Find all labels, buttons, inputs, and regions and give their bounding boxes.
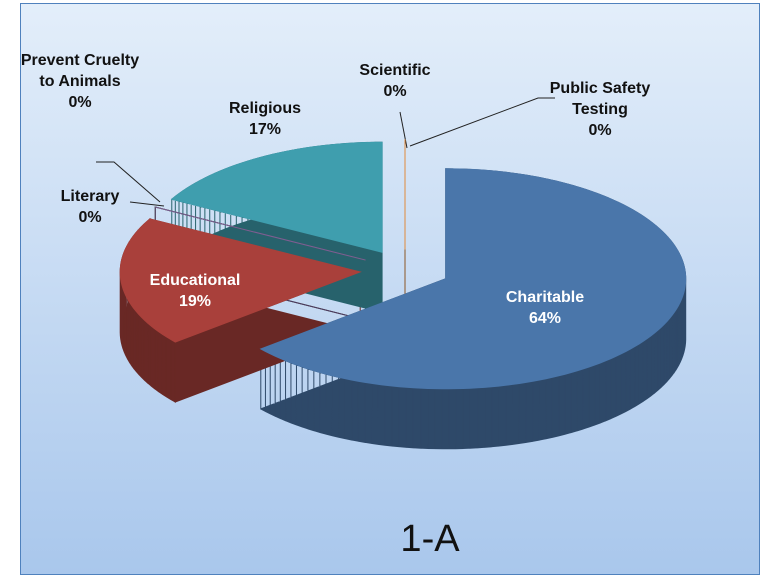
- leader-line: [409, 97, 555, 147]
- value-label: 64%: [528, 310, 562, 327]
- value-label: 0%: [68, 94, 92, 111]
- value-label: 17%: [248, 121, 282, 138]
- value-label: 0%: [588, 122, 612, 139]
- category-label: Literary: [60, 188, 120, 205]
- category-label: Religious: [228, 100, 301, 117]
- pie-slice: [155, 206, 366, 261]
- value-label: 0%: [78, 209, 102, 226]
- slice-label: Charitable 64%: [475, 287, 615, 329]
- category-label: Public Safety Testing: [549, 80, 651, 118]
- slice-label: Religious 17%: [205, 98, 325, 140]
- category-label: Charitable: [505, 289, 585, 306]
- leader-line: [96, 161, 161, 203]
- slice-label: Scientific 0%: [335, 60, 455, 102]
- leader-line: [399, 111, 408, 149]
- leader-line: [129, 201, 165, 207]
- pie-slice: [170, 141, 383, 253]
- slice-label: Prevent Cruelty to Animals 0%: [20, 50, 140, 113]
- value-label: 0%: [383, 83, 407, 100]
- category-label: Educational: [149, 272, 241, 289]
- pie-tops: [119, 139, 687, 390]
- slice-label: Educational 19%: [125, 270, 265, 312]
- category-label: Scientific: [359, 62, 431, 79]
- chart-title: 1-A: [400, 518, 460, 560]
- leader-lines: [96, 97, 555, 207]
- pie-slice: [119, 218, 362, 343]
- slice-label: Public Safety Testing 0%: [535, 78, 665, 141]
- slice-label: Literary 0%: [40, 186, 140, 228]
- value-label: 19%: [178, 293, 212, 310]
- pie-slice: [259, 168, 687, 390]
- category-label: Prevent Cruelty to Animals: [20, 52, 140, 90]
